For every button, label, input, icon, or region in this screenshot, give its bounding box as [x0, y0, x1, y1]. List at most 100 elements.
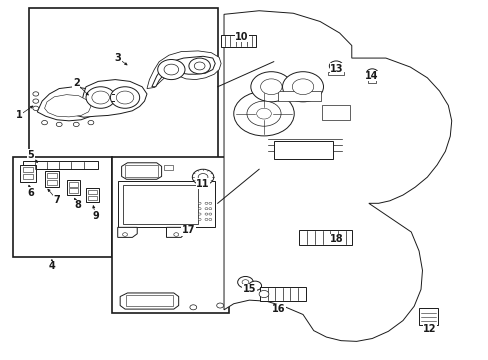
Text: 5: 5 [27, 150, 34, 160]
Circle shape [204, 213, 207, 215]
Text: 8: 8 [74, 200, 81, 210]
Bar [29, 8, 217, 158]
Bar [122, 185, 198, 224]
Text: 1: 1 [16, 111, 22, 121]
Circle shape [208, 202, 211, 204]
Text: 3: 3 [114, 53, 121, 63]
Circle shape [237, 276, 253, 288]
Circle shape [110, 87, 140, 108]
Text: 10: 10 [235, 32, 248, 41]
Circle shape [204, 219, 207, 221]
Text: 15: 15 [242, 284, 256, 294]
Circle shape [92, 91, 109, 104]
Text: 9: 9 [92, 211, 99, 221]
Circle shape [41, 121, 47, 125]
Circle shape [188, 58, 210, 74]
Circle shape [366, 69, 377, 77]
Text: 4: 4 [48, 261, 55, 271]
Text: 18: 18 [330, 234, 343, 244]
Bar [66, 180, 80, 195]
Bar [13, 157, 112, 257]
Text: 17: 17 [182, 225, 195, 235]
Circle shape [216, 303, 223, 308]
Circle shape [259, 291, 268, 298]
Bar [22, 161, 98, 169]
Circle shape [329, 61, 342, 71]
Circle shape [163, 64, 178, 75]
Text: 16: 16 [271, 304, 285, 314]
Circle shape [198, 213, 201, 215]
Polygon shape [166, 227, 185, 237]
Circle shape [33, 92, 39, 96]
Bar [125, 165, 158, 177]
Bar [22, 167, 33, 172]
Text: 12: 12 [422, 324, 436, 334]
Bar [88, 190, 97, 194]
Circle shape [233, 91, 294, 136]
Text: 11: 11 [196, 179, 209, 189]
Circle shape [116, 91, 134, 104]
Bar [112, 157, 228, 313]
Circle shape [208, 213, 211, 215]
Bar [20, 165, 36, 182]
Polygon shape [76, 80, 147, 117]
Bar [321, 105, 349, 120]
Polygon shape [44, 95, 91, 117]
Circle shape [242, 280, 248, 285]
Circle shape [189, 305, 196, 310]
Polygon shape [122, 163, 161, 179]
Bar [299, 230, 351, 245]
Text: 2: 2 [73, 78, 80, 88]
Polygon shape [224, 11, 451, 341]
Circle shape [282, 72, 323, 102]
Bar [418, 308, 437, 325]
Bar [68, 182, 78, 187]
Polygon shape [118, 227, 137, 237]
Polygon shape [328, 72, 344, 75]
Circle shape [204, 208, 207, 210]
Polygon shape [152, 56, 215, 87]
Polygon shape [332, 71, 338, 74]
Bar [273, 141, 332, 159]
Circle shape [256, 108, 271, 119]
Circle shape [260, 79, 282, 95]
Circle shape [208, 208, 211, 210]
Polygon shape [120, 293, 178, 309]
Bar [68, 188, 78, 193]
Circle shape [208, 219, 211, 221]
Circle shape [33, 106, 39, 111]
Polygon shape [147, 51, 221, 89]
Text: 6: 6 [27, 188, 34, 198]
Bar [86, 188, 99, 202]
Bar [277, 91, 320, 101]
Bar [126, 296, 172, 306]
Polygon shape [367, 80, 375, 83]
Circle shape [248, 281, 261, 291]
Bar [22, 174, 33, 179]
Circle shape [33, 99, 39, 103]
Circle shape [173, 233, 178, 236]
Polygon shape [366, 77, 377, 80]
Bar [118, 181, 215, 227]
Circle shape [198, 174, 207, 181]
Bar [44, 171, 59, 187]
Circle shape [198, 202, 201, 204]
Bar [260, 287, 306, 301]
Polygon shape [37, 87, 98, 121]
Circle shape [204, 202, 207, 204]
Bar [163, 165, 172, 170]
Circle shape [73, 122, 79, 127]
Circle shape [194, 62, 204, 70]
Text: 14: 14 [364, 71, 377, 81]
Circle shape [198, 208, 201, 210]
Circle shape [250, 72, 291, 102]
Circle shape [198, 219, 201, 221]
Bar [221, 35, 256, 46]
Circle shape [122, 233, 127, 236]
Text: 13: 13 [330, 64, 343, 74]
Bar [47, 174, 57, 178]
Bar [47, 180, 57, 185]
Circle shape [56, 122, 62, 127]
Circle shape [246, 101, 281, 126]
Circle shape [158, 59, 184, 80]
